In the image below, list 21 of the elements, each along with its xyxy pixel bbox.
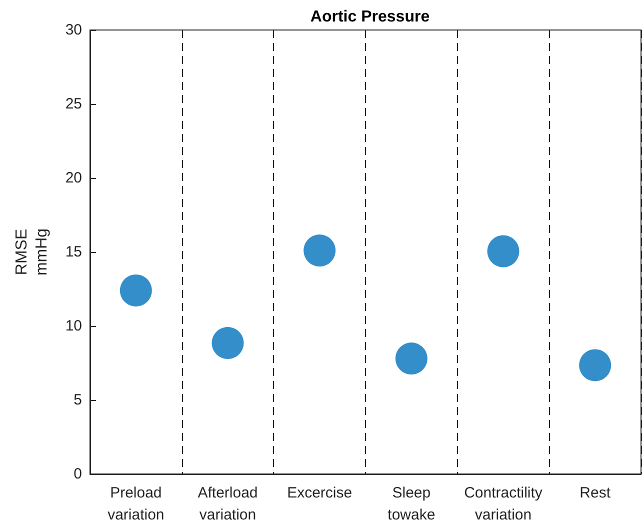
x-tick-label: Contractility variation — [464, 484, 543, 524]
x-tick-label: Excercise — [287, 484, 352, 502]
point — [212, 327, 244, 360]
y-tick-label: 0 — [74, 466, 82, 482]
y-tick-label: 20 — [65, 170, 82, 186]
y-axis-title: RMSE mmHg — [14, 228, 50, 276]
x-tick-label: Sleep towake — [388, 484, 436, 524]
y-tick-label: 25 — [65, 96, 82, 112]
x-tick-label: Preload variation — [108, 484, 164, 524]
point — [487, 235, 520, 268]
point — [579, 349, 612, 382]
point — [120, 274, 152, 306]
point — [304, 234, 336, 267]
y-tick-label: 30 — [65, 22, 82, 38]
x-tick-label: Rest — [580, 484, 612, 502]
y-tick-label: 10 — [65, 318, 82, 334]
chart-title: Aortic Pressure — [310, 8, 430, 26]
point — [395, 342, 428, 375]
y-tick-label: 15 — [65, 244, 82, 260]
x-tick-label: Afterload variation — [198, 484, 258, 524]
y-tick-label: 5 — [74, 392, 82, 408]
